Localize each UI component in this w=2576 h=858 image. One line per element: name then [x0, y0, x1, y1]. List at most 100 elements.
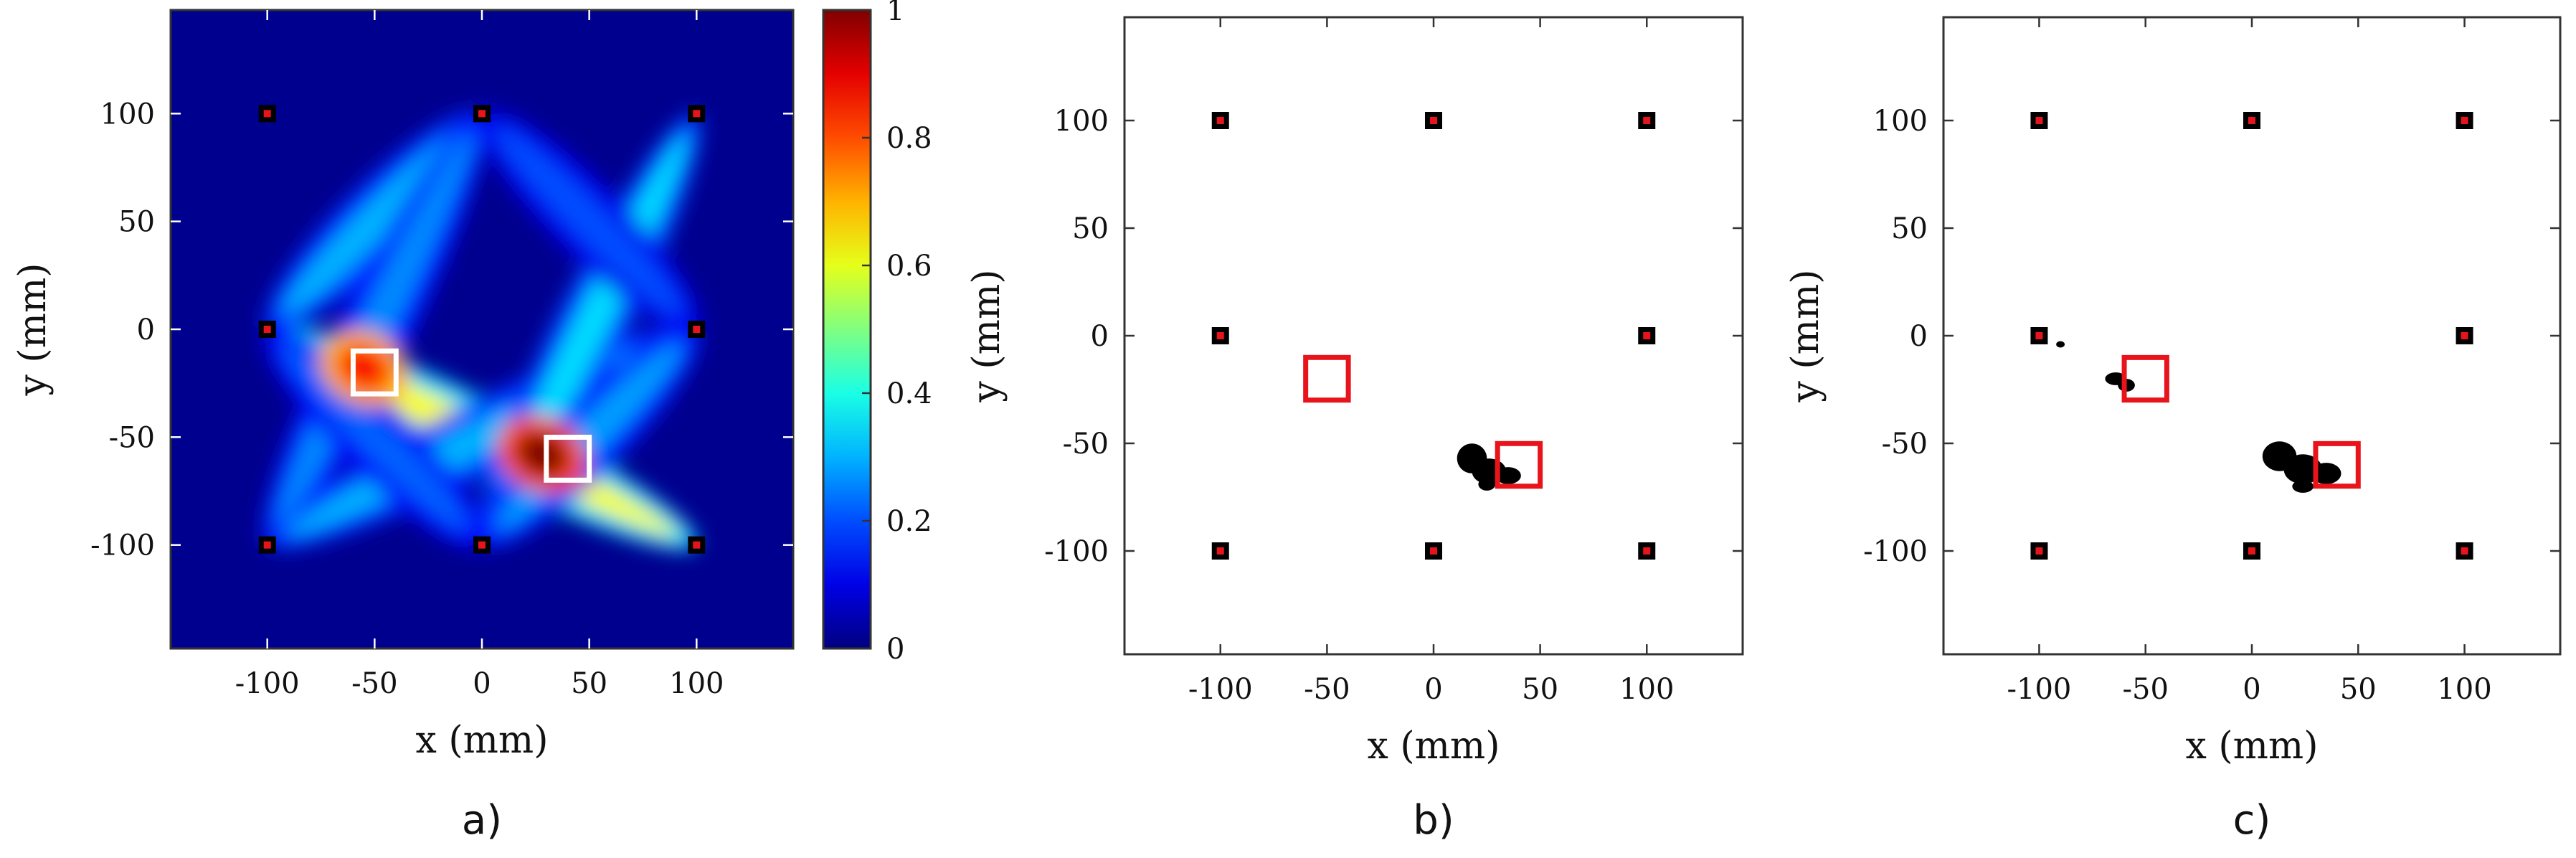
colorbar-gradient [822, 9, 872, 650]
x-axis-label: x (mm) [415, 719, 548, 762]
colorbar-tick-label: 1 [886, 0, 904, 27]
sensing-path-core-6 [281, 344, 468, 531]
target-box-0 [350, 348, 399, 397]
plot-area [1124, 17, 1743, 654]
sensor-marker-2 [688, 105, 706, 123]
sensor-marker-3 [258, 321, 276, 338]
colorbar-tick-label: 0 [886, 633, 904, 666]
y-tick-label: 0 [137, 314, 155, 346]
sensor-dot [2461, 117, 2468, 124]
panel-2: -100 -50 0 50 100 -100 -50 0 50 100 x (mm) y (mm) c) [1784, 16, 2562, 844]
panel-label: b) [1413, 797, 1454, 844]
sensor-marker-3 [1211, 327, 1229, 344]
hotspot-1 [516, 431, 569, 478]
sensor-dot [1216, 332, 1224, 339]
sensor-dot [2461, 547, 2468, 555]
sensor-marker-6 [1425, 542, 1442, 560]
target-box-0 [1303, 354, 1351, 403]
colorbar-tick-label: 0.4 [886, 377, 932, 410]
y-axis-label: y (mm) [1784, 269, 1827, 402]
sensor-dot [263, 541, 271, 549]
sensor-marker-6 [473, 536, 491, 554]
y-tick-label: -100 [1044, 535, 1109, 568]
panel-label: c) [2233, 797, 2271, 844]
x-tick-label: -100 [2007, 673, 2072, 706]
sensor-dot [1216, 117, 1224, 124]
detection-blob-3 [1478, 478, 1496, 491]
sensing-path-core-7 [496, 128, 683, 315]
sensor-dot [1643, 332, 1651, 339]
sensor-marker-0 [2030, 112, 2048, 129]
sensor-dot [1643, 547, 1651, 555]
sensor-dot [1430, 547, 1437, 555]
sensor-marker-0 [1211, 112, 1229, 129]
y-tick-label: 0 [1091, 320, 1109, 353]
sensor-dot [478, 110, 486, 118]
x-tick-label: 100 [2437, 673, 2491, 706]
x-tick-label: -50 [2123, 673, 2169, 706]
colorbar-tick-label: 0.8 [886, 122, 932, 155]
sensor-marker-7 [2456, 542, 2473, 560]
sensor-marker-1 [2243, 112, 2260, 129]
y-tick-label: 0 [1910, 320, 1928, 353]
detection-blob-2 [2056, 341, 2065, 348]
sensor-dot [1643, 117, 1651, 124]
x-axis-label: x (mm) [1367, 725, 1500, 768]
sensor-dot [2035, 547, 2043, 555]
plot-area [1943, 17, 2560, 654]
y-tick-label: 100 [100, 98, 155, 131]
panel-1: -100 -50 0 50 100 -100 -50 0 50 100 x (mm) y (mm) b) [965, 16, 1744, 844]
sensor-marker-5 [2030, 542, 2048, 560]
y-tick-label: 50 [1891, 212, 1928, 245]
x-tick-label: -50 [351, 667, 397, 700]
y-tick-label: -50 [109, 421, 155, 454]
detection-blob-6 [2292, 480, 2314, 493]
x-tick-label: -100 [235, 667, 300, 700]
sensor-dot [1216, 547, 1224, 555]
sensor-marker-6 [2243, 542, 2260, 560]
sensor-marker-7 [1638, 542, 1656, 560]
sensor-dot [693, 541, 701, 549]
sensor-marker-7 [688, 536, 706, 554]
y-tick-label: -100 [1863, 535, 1928, 568]
x-tick-label: 0 [1424, 673, 1442, 706]
sensor-marker-5 [258, 536, 276, 554]
sensor-marker-4 [2456, 327, 2473, 344]
y-tick-label: -100 [90, 529, 155, 562]
sensor-dot [2461, 332, 2468, 339]
sensor-dot [263, 326, 271, 333]
sensor-dot [2248, 117, 2255, 124]
y-tick-label: 50 [118, 206, 155, 239]
sensor-dot [263, 110, 271, 118]
sensor-marker-4 [1638, 327, 1656, 344]
sensor-dot [1430, 117, 1437, 124]
plot-area [171, 10, 793, 649]
target-box-1 [544, 434, 592, 483]
sensor-marker-4 [688, 321, 706, 338]
y-tick-label: 100 [1873, 105, 1928, 138]
y-axis-label: y (mm) [11, 263, 55, 396]
sensor-marker-3 [2030, 327, 2048, 344]
sensor-dot [2248, 547, 2255, 555]
y-tick-label: 50 [1072, 212, 1109, 245]
sensor-dot [693, 110, 701, 118]
x-tick-label: 50 [2340, 673, 2377, 706]
colorbar-tick-label: 0.6 [886, 250, 932, 283]
sensor-marker-0 [258, 105, 276, 123]
heatmap-field [262, 110, 701, 550]
target-box-0 [2121, 354, 2169, 403]
x-tick-label: 100 [1619, 673, 1674, 706]
x-tick-label: -100 [1188, 673, 1253, 706]
sensor-marker-1 [1425, 112, 1442, 129]
sensor-marker-5 [1211, 542, 1229, 560]
sensor-marker-2 [1638, 112, 1656, 129]
y-tick-label: -50 [1063, 428, 1109, 461]
x-tick-label: 50 [1522, 673, 1558, 706]
y-tick-label: -50 [1882, 428, 1928, 461]
sensor-dot [2035, 332, 2043, 339]
sensor-dot [2035, 117, 2043, 124]
colorbar-tick-label: 0.2 [886, 505, 932, 538]
y-axis-label: y (mm) [965, 269, 1008, 402]
x-tick-label: 0 [2243, 673, 2260, 706]
